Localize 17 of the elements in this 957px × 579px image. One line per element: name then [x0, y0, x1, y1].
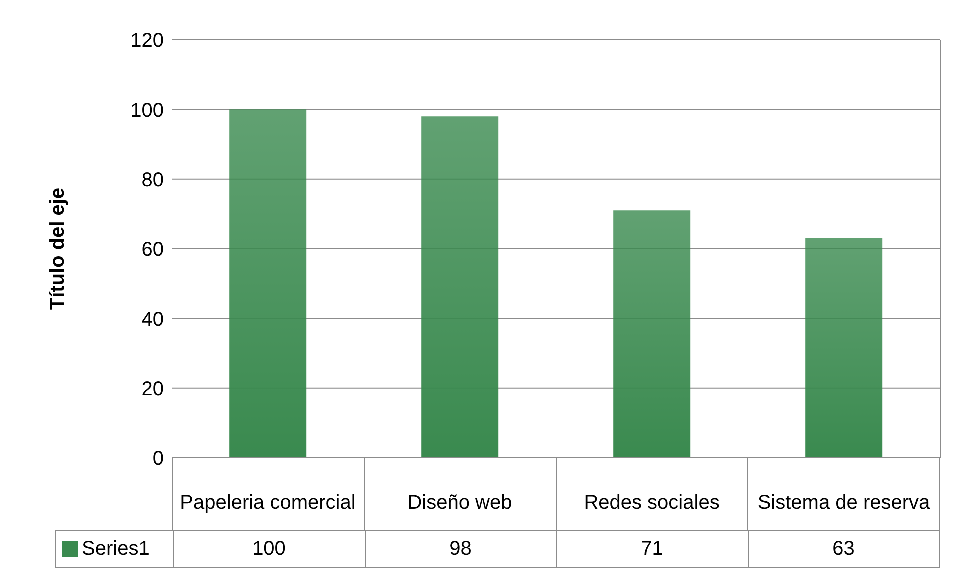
- y-tick-label: 0: [152, 448, 164, 470]
- data-label: 71: [556, 531, 748, 567]
- x-tick-label: Redes sociales: [584, 492, 720, 514]
- y-tick-label: 100: [130, 100, 164, 122]
- legend-label: Series1: [82, 538, 150, 560]
- y-tick-label: 60: [142, 239, 164, 262]
- data-label: 63: [748, 531, 939, 567]
- x-tick-label: Papeleria comercial: [180, 492, 356, 514]
- y-axis-title: Título del eje: [47, 188, 70, 310]
- x-tick-label: Sistema de reserva: [758, 492, 932, 514]
- y-tick-label: 20: [142, 378, 164, 400]
- data-label: 98: [364, 531, 556, 567]
- y-tick-label: 120: [130, 30, 164, 52]
- y-tick-label: 80: [142, 169, 164, 192]
- data-label: 100: [173, 531, 364, 567]
- x-tick-label: Diseño web: [408, 492, 512, 514]
- y-tick-label: 40: [142, 308, 164, 331]
